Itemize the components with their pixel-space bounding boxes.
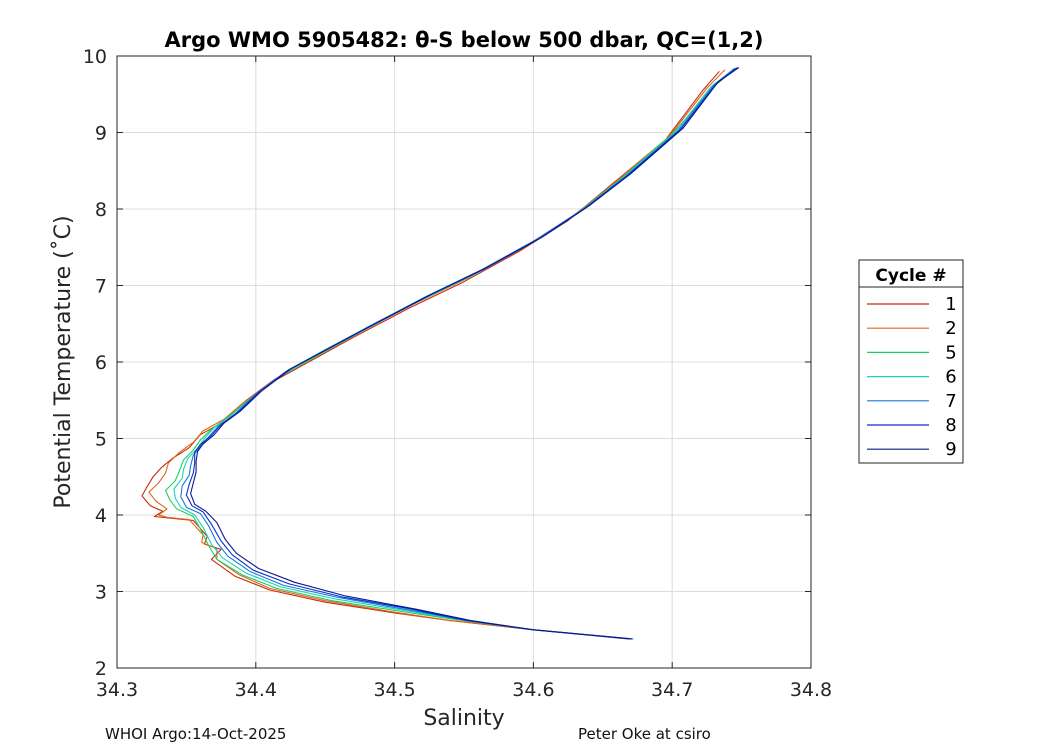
series-line-cycle-7 bbox=[180, 67, 736, 640]
y-tick-label: 8 bbox=[95, 199, 107, 221]
legend-label: 1 bbox=[945, 294, 956, 315]
x-tick-label: 34.4 bbox=[235, 679, 277, 701]
y-tick-labels: 2 3 4 5 6 7 8 9 10 bbox=[83, 46, 107, 680]
series-lines bbox=[141, 67, 740, 640]
ticks bbox=[116, 55, 812, 669]
legend-items: 1 2 5 6 7 8 9 bbox=[867, 294, 957, 460]
y-tick-label: 5 bbox=[95, 429, 107, 451]
legend-label: 5 bbox=[945, 342, 956, 363]
y-tick-label: 9 bbox=[95, 123, 107, 145]
series-line-cycle-9 bbox=[190, 67, 740, 640]
legend-label: 2 bbox=[945, 318, 956, 339]
x-axis-label: Salinity bbox=[423, 706, 504, 731]
y-tick-label: 2 bbox=[95, 658, 107, 680]
series-line-cycle-1 bbox=[141, 70, 720, 640]
grid bbox=[117, 56, 811, 668]
y-tick-label: 3 bbox=[95, 582, 107, 604]
legend-box bbox=[858, 259, 964, 464]
legend-label: 7 bbox=[945, 391, 956, 412]
x-tick-labels: 34.3 34.4 34.5 34.6 34.7 34.8 bbox=[96, 679, 832, 701]
x-tick-label: 34.8 bbox=[790, 679, 832, 701]
y-tick-label: 6 bbox=[95, 352, 107, 374]
x-tick-label: 34.6 bbox=[512, 679, 554, 701]
chart-title: Argo WMO 5905482: θ-S below 500 dbar, QC… bbox=[165, 28, 764, 52]
legend-label: 8 bbox=[945, 415, 956, 436]
y-tick-label: 4 bbox=[95, 505, 107, 527]
legend-label: 6 bbox=[945, 367, 956, 388]
series-line-cycle-2 bbox=[148, 69, 726, 640]
y-tick-label: 7 bbox=[95, 276, 107, 298]
legend: Cycle # 1 2 5 6 7 8 9 bbox=[858, 259, 964, 464]
footer-credit-left: WHOI Argo:14-Oct-2025 bbox=[105, 725, 287, 743]
y-tick-label: 10 bbox=[83, 46, 107, 68]
x-tick-label: 34.3 bbox=[96, 679, 138, 701]
x-tick-label: 34.5 bbox=[373, 679, 415, 701]
y-axis-label: Potential Temperature (˚C) bbox=[51, 215, 76, 508]
legend-title: Cycle # bbox=[875, 266, 946, 286]
legend-label: 9 bbox=[945, 439, 956, 460]
x-tick-label: 34.7 bbox=[651, 679, 693, 701]
footer-credit-right: Peter Oke at csiro bbox=[578, 725, 711, 743]
